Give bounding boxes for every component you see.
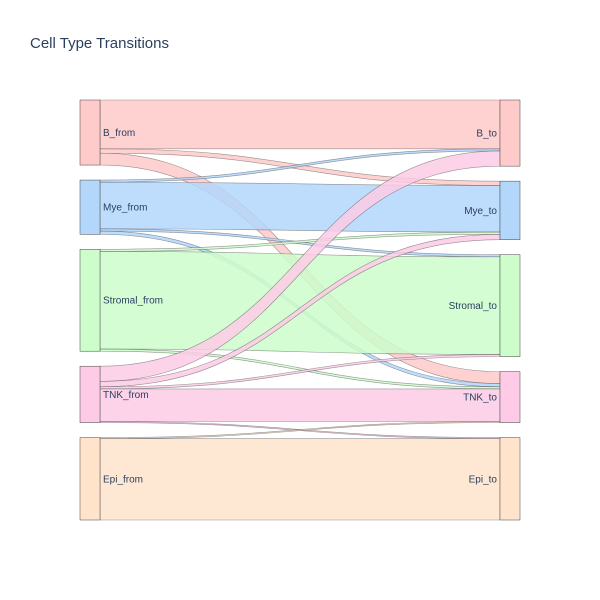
node-label-Epi_from: Epi_from [103,474,143,485]
node-label-TNK_from: TNK_from [103,390,149,401]
node-label-Stromal_from: Stromal_from [103,296,163,307]
chart-title: Cell Type Transitions [30,35,169,52]
node-Mye_to[interactable] [499,180,521,240]
node-label-TNK_to: TNK_to [463,393,497,404]
link-B_from-B_to[interactable] [99,99,501,150]
node-B_from[interactable] [79,99,101,166]
node-Stromal_to[interactable] [499,254,521,357]
node-Epi_to[interactable] [499,437,521,521]
node-label-Epi_to: Epi_to [469,474,498,485]
link-TNK_from-TNK_to[interactable] [99,388,501,422]
link-Mye_from-Mye_to[interactable] [99,181,501,233]
node-Epi_from[interactable] [79,437,101,521]
node-TNK_to[interactable] [499,371,521,423]
node-B_to[interactable] [499,99,521,167]
node-label-B_to: B_to [476,129,497,140]
link-Epi_from-TNK_to[interactable] [99,421,501,439]
link-Epi_from-Epi_to[interactable] [99,438,501,521]
node-TNK_from[interactable] [79,365,101,423]
node-label-Mye_to: Mye_to [464,206,497,217]
node-Mye_from[interactable] [79,179,101,235]
links-group [99,99,501,521]
nodes-group: B_from Mye_from Stromal_from TNK_from Epi_fr… [79,99,521,521]
node-label-Mye_from: Mye_from [103,203,147,214]
node-label-B_from: B_from [103,128,135,139]
node-Stromal_from[interactable] [79,249,101,352]
node-label-Stromal_to: Stromal_to [449,301,498,312]
